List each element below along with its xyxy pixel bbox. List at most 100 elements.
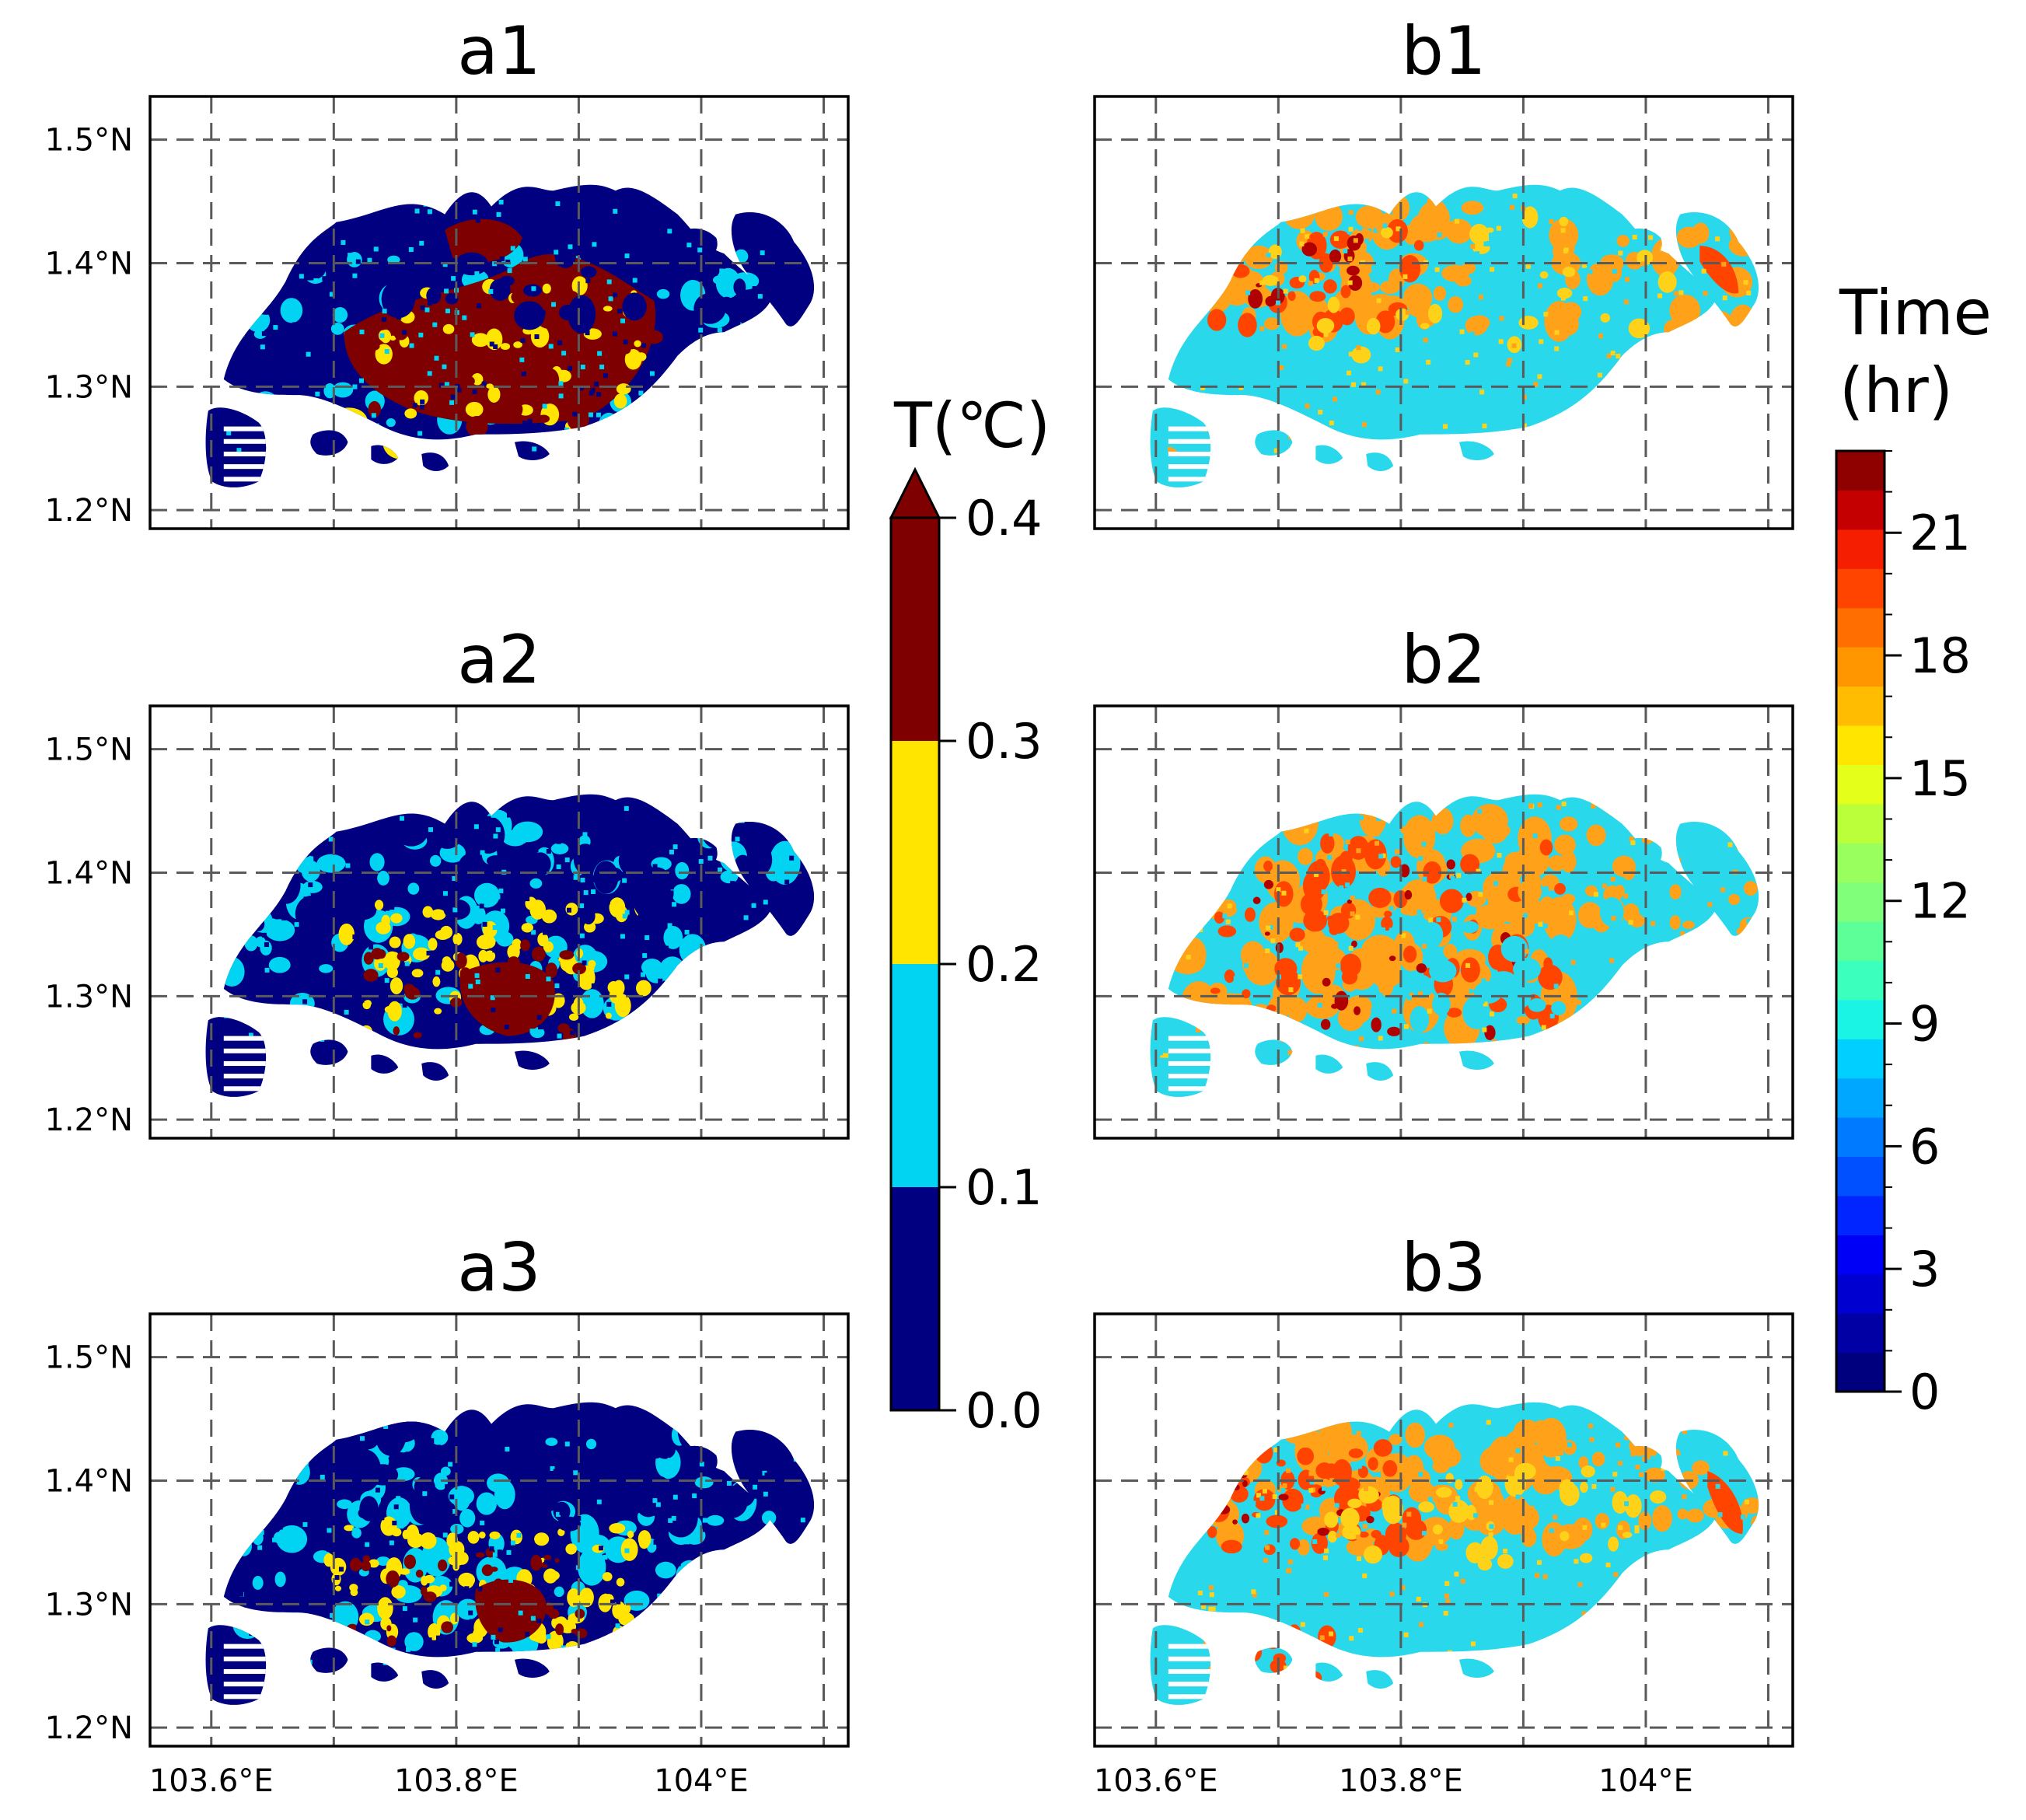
patch-time_orange [1650,238,1681,278]
pixel [1635,245,1640,250]
pixel [491,812,496,818]
pixel [1280,810,1286,816]
pixel [1327,854,1333,860]
pixel [1171,449,1176,454]
patch-time_red [1375,310,1395,334]
pixel [1245,929,1250,934]
pixel [1482,423,1487,428]
patch-yellow [609,1523,626,1534]
pixel [1203,913,1208,918]
patch-time_yellow [1327,296,1340,313]
pixel [412,403,417,408]
pixel [1490,267,1495,272]
pixel [569,1568,575,1574]
pixel [306,351,311,357]
pixel [508,1577,513,1583]
pixel [486,848,491,854]
patch-cyan [672,404,691,427]
pixel [1730,1442,1735,1448]
pixel [427,209,432,215]
pixel [763,1441,768,1447]
pixel [669,1623,675,1628]
pixel [1630,1451,1636,1457]
patch-cyan [654,1614,669,1631]
patch-time_red [1304,1639,1317,1654]
patch-time_orange [1682,920,1695,929]
temperature-tick-label: 0.3 [966,713,1043,770]
pixel [389,1540,394,1546]
patch-cyan [634,409,663,432]
pixel [1402,274,1408,279]
pixel [251,1004,257,1010]
pixel [398,1524,403,1529]
pixel [519,357,525,362]
pixel [1631,1027,1637,1032]
pixel [1356,1430,1361,1436]
patch-time_yellow [1559,216,1569,227]
pixel [1682,1014,1687,1019]
patch-time_red [1238,313,1257,337]
pixel [1671,1662,1676,1668]
lat-tick-label: 1.2°N [44,1102,133,1138]
pixel [382,1660,388,1665]
patch-time_orange [1181,981,1217,1023]
pixel [1626,981,1631,987]
patch-maroon [537,414,550,423]
pixel [686,1415,691,1420]
patch-cyan [236,1480,261,1503]
pixel [1228,230,1234,236]
pixel [715,1573,721,1578]
pixel [498,888,504,893]
patch-yellow [338,923,355,945]
pixel [697,1043,702,1049]
pixel [1476,906,1481,911]
pixel [1735,362,1741,368]
pixel [518,1610,523,1616]
patch-yellow [634,340,641,348]
patch-navy [254,847,269,865]
pixel [512,915,517,920]
lat-tick-label: 1.5°N [44,123,133,159]
pixel [325,204,330,210]
pixel [296,1437,302,1442]
pixel [442,262,448,267]
patch-cyan [703,1571,723,1584]
pixel [351,1011,357,1016]
pixel [1721,1630,1727,1636]
patch-yellow [404,408,417,419]
patch-maroon [513,1008,525,1015]
pixel [704,313,710,318]
pixel [1376,298,1382,303]
pixel [1601,1057,1606,1064]
pixel [479,903,484,909]
pixel [782,1431,788,1437]
patch-navy [285,819,319,858]
pixel [1304,1442,1309,1448]
strip [223,426,267,431]
pixel [1479,390,1485,395]
pixel [1305,234,1310,239]
patch-yellow [611,1630,624,1640]
pixel [624,974,630,980]
pixel [1343,248,1348,253]
pixel [475,218,480,223]
pixel [811,1651,815,1657]
pixel [745,1640,750,1646]
patch-cyan [252,1576,264,1590]
pixel [1200,385,1205,390]
pixel [1468,1034,1473,1039]
pixel [257,1008,262,1014]
pixel [1483,241,1489,246]
pixel [554,983,560,989]
pixel [350,1413,355,1419]
pixel [1569,910,1574,916]
pixel [464,1586,470,1591]
patch-time_orange [1282,1420,1316,1444]
pixel [671,1663,676,1668]
pixel [1210,1606,1216,1612]
pixel [1743,280,1748,285]
pixel [248,1032,253,1038]
pixel [1281,344,1287,349]
patch-navy [457,854,480,885]
pixel [365,1661,371,1667]
